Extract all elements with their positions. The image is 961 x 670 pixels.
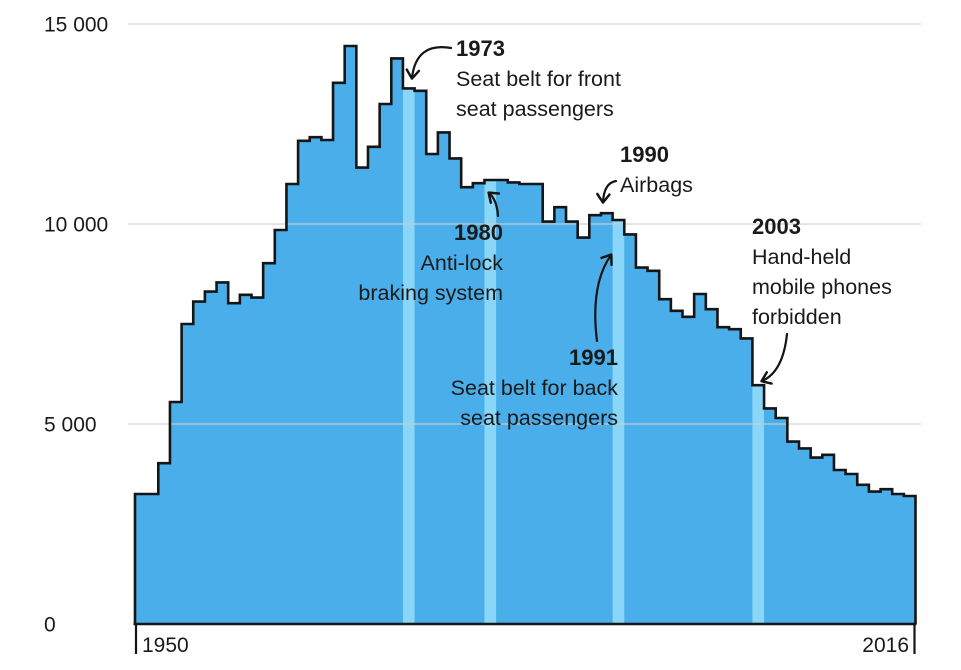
x-axis-labels: 1950 2016 bbox=[142, 634, 909, 657]
annotation-text-line: braking system bbox=[358, 281, 503, 305]
x-axis bbox=[133, 622, 917, 654]
annotation-year-label: 1973 bbox=[456, 36, 505, 61]
area-fill bbox=[135, 46, 916, 624]
annotation-year-label: 1980 bbox=[454, 220, 503, 245]
annotation-year-label: 2003 bbox=[752, 214, 801, 239]
y-tick-label-0: 0 bbox=[44, 613, 56, 636]
annotations: 1973 Seat belt for front seat passengers19… bbox=[358, 36, 891, 430]
annotation-text-line: Seat belt for back bbox=[451, 376, 619, 400]
x-tick-label-end: 2016 bbox=[862, 634, 909, 657]
annotation-text-line: seat passengers bbox=[456, 97, 614, 121]
highlight-stripe-1973 bbox=[402, 88, 415, 624]
annotation-year-label: 1991 bbox=[569, 345, 618, 370]
annotation-1973: 1973 Seat belt for front seat passengers bbox=[456, 36, 621, 121]
annotation-text-line: seat passengers bbox=[460, 406, 618, 430]
annotation-arrow-1990 bbox=[596, 179, 618, 204]
highlight-year-stripes bbox=[402, 88, 765, 624]
annotation-year-label: 1990 bbox=[620, 142, 669, 167]
annotation-text-line: forbidden bbox=[752, 305, 842, 329]
annotation-text-line: Seat belt for front bbox=[456, 67, 621, 91]
gridlines bbox=[128, 23, 921, 425]
x-tick-label-start: 1950 bbox=[142, 634, 189, 657]
y-tick-label-10000: 10 000 bbox=[44, 213, 108, 236]
annotation-text-line: Airbags bbox=[620, 173, 693, 197]
annotation-text-line: mobile phones bbox=[752, 275, 892, 299]
annotation-1991: 1991 Seat belt for back seat passengers bbox=[451, 345, 619, 430]
highlight-stripe-1991 bbox=[612, 220, 625, 624]
y-tick-label-15000: 15 000 bbox=[44, 13, 108, 36]
highlight-stripe-1980 bbox=[484, 180, 497, 624]
annotation-2003: 2003 Hand-held mobile phones forbidden bbox=[752, 214, 892, 329]
annotation-1980: 1980 Anti-lock braking system bbox=[358, 220, 503, 305]
highlight-stripe-2003 bbox=[752, 385, 765, 624]
annotation-arrow-1980 bbox=[487, 191, 501, 218]
annotation-arrow-1973 bbox=[405, 46, 453, 80]
annotation-text-line: Hand-held bbox=[752, 245, 851, 269]
y-axis-labels: 0 5 000 10 000 15 000 bbox=[44, 13, 108, 636]
annotation-arrow-1991 bbox=[594, 253, 613, 343]
annotation-1990: 1990 Airbags bbox=[620, 142, 693, 197]
annotation-text-line: Anti-lock bbox=[421, 251, 504, 275]
annotation-arrow-2003 bbox=[760, 332, 789, 385]
area-outline bbox=[133, 44, 917, 624]
y-tick-label-5000: 5 000 bbox=[44, 413, 97, 436]
